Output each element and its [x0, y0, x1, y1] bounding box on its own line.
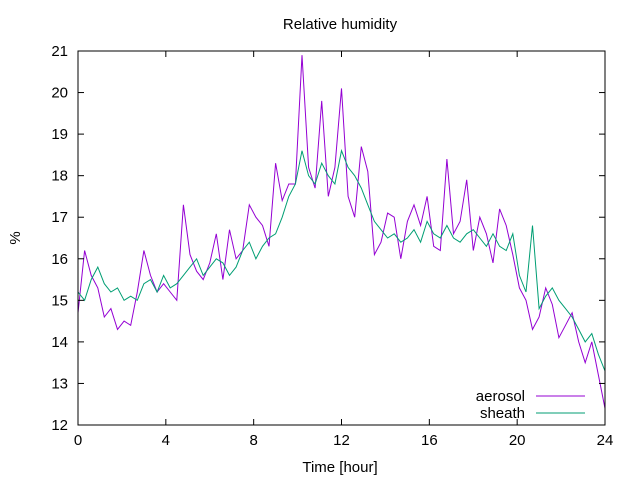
series-line-aerosol	[77, 55, 606, 409]
x-tick-label-4: 16	[421, 432, 438, 449]
series-line-sheath	[77, 148, 606, 372]
x-tick-label-3: 12	[333, 432, 350, 449]
legend-label-aerosol: aerosol	[476, 388, 525, 405]
y-tick-label-9: 21	[51, 43, 68, 60]
chart-title: Relative humidity	[283, 16, 398, 33]
plot-frame	[77, 50, 606, 426]
x-tick-label-1: 4	[162, 432, 170, 449]
y-tick-label-6: 18	[51, 168, 68, 185]
y-tick-label-7: 19	[51, 126, 68, 143]
ticks-layer: 0 4 8 12 16 20 24 12 13 14 15 16 17 18 19 20 21	[51, 43, 613, 449]
x-axis-label: Time [hour]	[302, 459, 377, 476]
y-tick-label-2: 14	[51, 334, 68, 351]
x-tick-label-5: 20	[509, 432, 526, 449]
y-tick-label-3: 15	[51, 292, 68, 309]
y-tick-label-1: 13	[51, 375, 68, 392]
series-layer	[77, 55, 606, 409]
y-axis-label: %	[7, 231, 24, 244]
y-tick-label-5: 17	[51, 209, 68, 226]
x-tick-label-0: 0	[74, 432, 82, 449]
y-tick-label-8: 20	[51, 85, 68, 102]
x-tick-label-6: 24	[597, 432, 614, 449]
x-tick-label-2: 8	[249, 432, 257, 449]
legend-label-sheath: sheath	[480, 405, 525, 422]
y-tick-label-0: 12	[51, 417, 68, 434]
y-tick-label-4: 16	[51, 251, 68, 268]
